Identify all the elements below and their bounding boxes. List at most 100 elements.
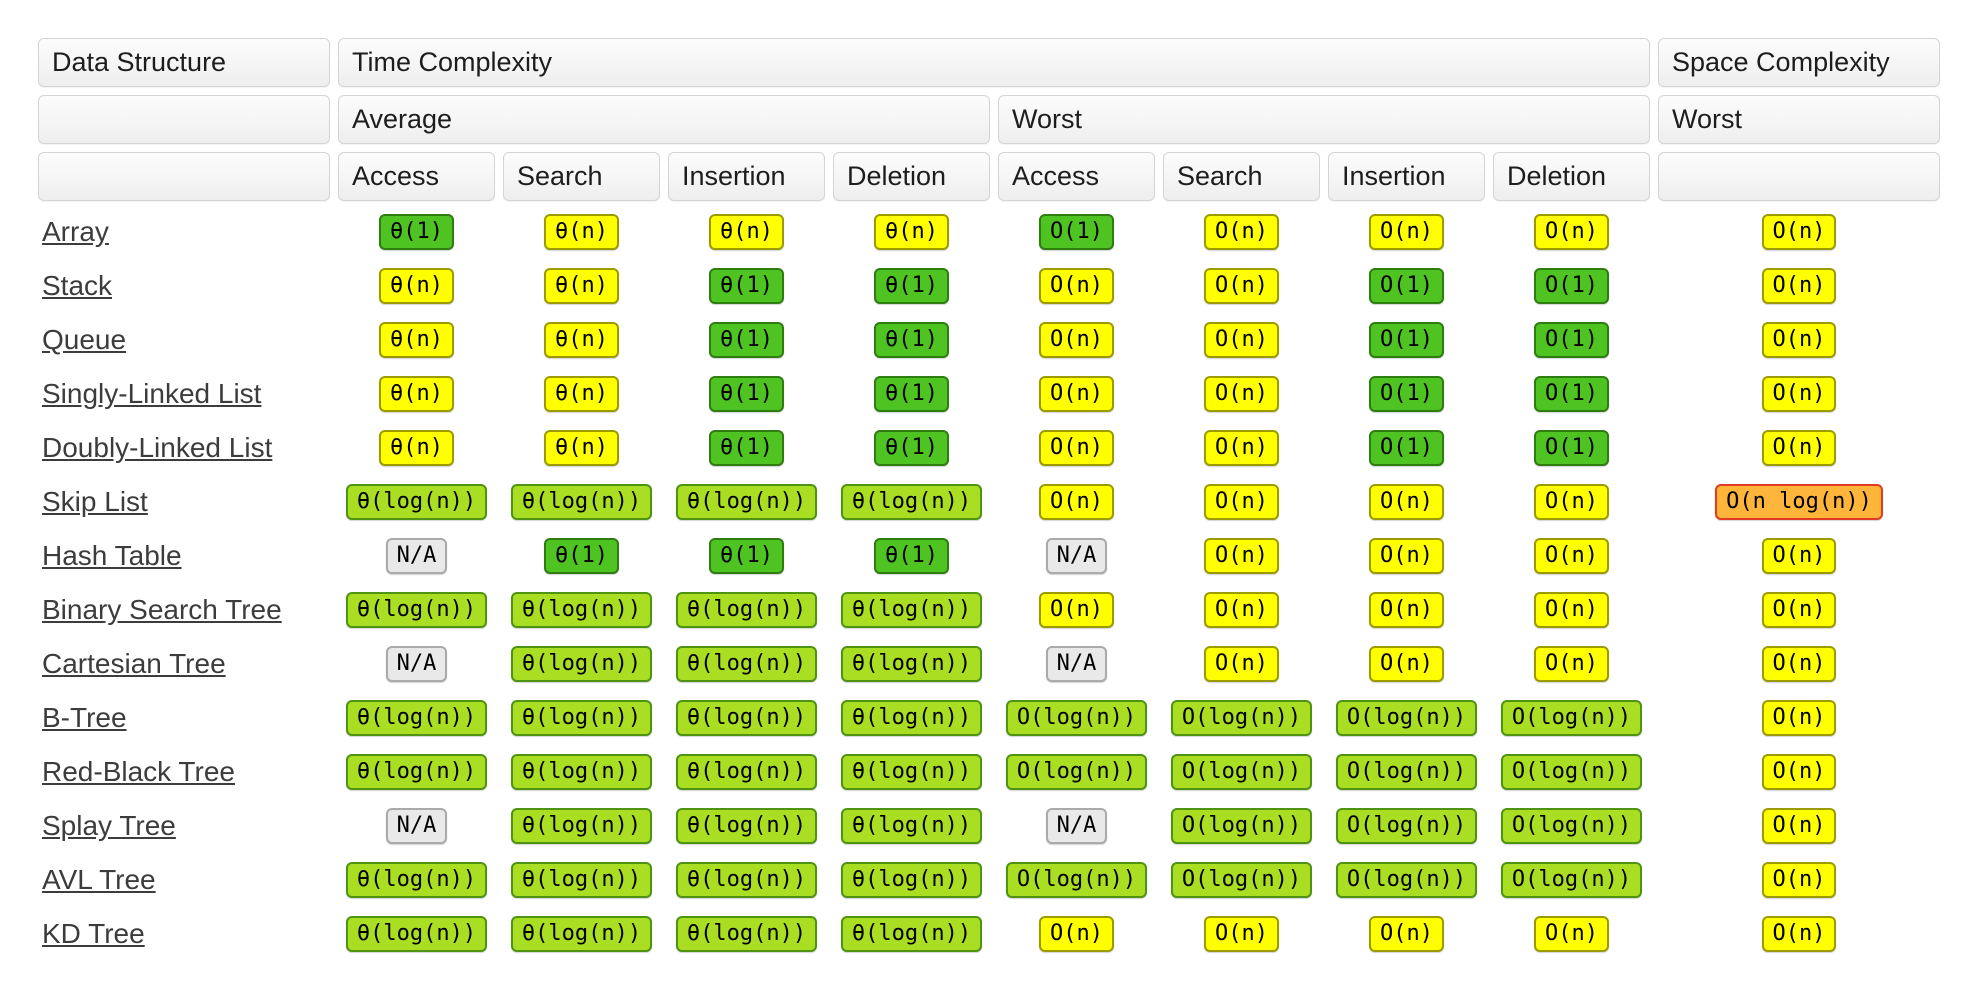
- complexity-cell: O(log(n)): [1493, 749, 1650, 795]
- complexity-cell: θ(log(n)): [503, 803, 660, 849]
- complexity-cell: O(log(n)): [1328, 857, 1485, 903]
- complexity-cell: O(n): [1658, 911, 1940, 957]
- complexity-badge-lightgreen: O(log(n)): [1335, 861, 1478, 899]
- data-structure-link[interactable]: Binary Search Tree: [42, 594, 282, 625]
- complexity-cell: θ(1): [833, 263, 990, 309]
- complexity-cell: O(log(n)): [1163, 749, 1320, 795]
- complexity-badge-yellow: O(n): [1204, 483, 1279, 521]
- complexity-cell: O(n): [1658, 587, 1940, 633]
- complexity-cell: O(n): [1163, 641, 1320, 687]
- data-structure-link[interactable]: Stack: [42, 270, 113, 301]
- complexity-badge-yellow: O(n): [1761, 807, 1837, 845]
- complexity-badge-lightgreen: θ(log(n)): [345, 591, 488, 629]
- complexity-badge-yellow: O(n): [1204, 321, 1279, 359]
- data-structure-link[interactable]: KD Tree: [42, 918, 145, 949]
- header-space-complexity: Space Complexity: [1658, 38, 1940, 87]
- complexity-badge-yellow: O(n): [1761, 699, 1837, 737]
- complexity-badge-green: θ(1): [709, 537, 784, 575]
- complexity-cell: θ(log(n)): [338, 587, 495, 633]
- complexity-badge-lightgreen: θ(log(n)): [510, 915, 653, 953]
- data-structure-cell: Cartesian Tree: [38, 641, 330, 687]
- data-structure-link[interactable]: Array: [42, 216, 109, 247]
- complexity-cell: O(n): [1328, 587, 1485, 633]
- complexity-badge-yellow: O(n): [1039, 321, 1114, 359]
- table-row: B-Tree θ(log(n)) θ(log(n)) θ(log(n)) θ(log(n…: [38, 695, 1940, 741]
- complexity-cell: θ(log(n)): [668, 695, 825, 741]
- data-structure-link[interactable]: Splay Tree: [42, 810, 176, 841]
- data-structure-cell: Red-Black Tree: [38, 749, 330, 795]
- complexity-badge-yellow: θ(n): [874, 213, 949, 251]
- data-structure-cell: Skip List: [38, 479, 330, 525]
- table-row: Doubly-Linked List θ(n) θ(n) θ(1) θ(1) O(n) O(…: [38, 425, 1940, 471]
- data-structure-link[interactable]: Skip List: [42, 486, 148, 517]
- complexity-badge-lightgreen: θ(log(n)): [840, 915, 983, 953]
- complexity-cell: O(n): [998, 317, 1155, 363]
- complexity-badge-lightgreen: θ(log(n)): [675, 591, 818, 629]
- complexity-badge-yellow: O(n): [1534, 213, 1609, 251]
- complexity-badge-lightgreen: θ(log(n)): [675, 645, 818, 683]
- data-structure-link[interactable]: Doubly-Linked List: [42, 432, 273, 463]
- complexity-cell: O(n): [1658, 371, 1940, 417]
- data-structure-link[interactable]: B-Tree: [42, 702, 127, 733]
- complexity-badge-yellow: O(n): [1039, 915, 1114, 953]
- complexity-badge-green: O(1): [1534, 429, 1609, 467]
- complexity-cell: θ(log(n)): [338, 911, 495, 957]
- complexity-cell: O(n): [1658, 533, 1940, 579]
- complexity-cell: θ(1): [668, 371, 825, 417]
- header-op-worst-deletion: Deletion: [1493, 152, 1650, 201]
- complexity-cell: θ(log(n)): [668, 587, 825, 633]
- complexity-badge-yellow: O(n): [1369, 591, 1444, 629]
- data-structure-link[interactable]: Hash Table: [42, 540, 182, 571]
- header-op-avg-access: Access: [338, 152, 495, 201]
- data-structure-cell: Hash Table: [38, 533, 330, 579]
- data-structure-cell: KD Tree: [38, 911, 330, 957]
- complexity-badge-green: O(1): [1369, 375, 1444, 413]
- data-structure-link[interactable]: Cartesian Tree: [42, 648, 226, 679]
- complexity-cell: θ(n): [503, 209, 660, 255]
- complexity-cell: θ(log(n)): [503, 695, 660, 741]
- header-op-avg-search: Search: [503, 152, 660, 201]
- complexity-badge-green: O(1): [1369, 267, 1444, 305]
- complexity-badge-yellow: O(n): [1761, 753, 1837, 791]
- complexity-badge-yellow: O(n): [1369, 915, 1444, 953]
- complexity-badge-lightgreen: θ(log(n)): [510, 591, 653, 629]
- complexity-cell: O(n): [998, 425, 1155, 471]
- complexity-badge-lightgreen: θ(log(n)): [510, 699, 653, 737]
- complexity-badge-yellow: O(n): [1761, 213, 1837, 251]
- complexity-cell: θ(1): [338, 209, 495, 255]
- table-row: Cartesian Tree N/A θ(log(n)) θ(log(n)) θ(log…: [38, 641, 1940, 687]
- complexity-cell: O(1): [1328, 317, 1485, 363]
- complexity-cell: θ(1): [833, 425, 990, 471]
- complexity-cell: θ(log(n)): [668, 857, 825, 903]
- data-structure-link[interactable]: Red-Black Tree: [42, 756, 235, 787]
- complexity-badge-lightgreen: θ(log(n)): [510, 861, 653, 899]
- complexity-cell: O(1): [1328, 263, 1485, 309]
- complexity-badge-green: O(1): [1534, 321, 1609, 359]
- complexity-badge-yellow: θ(n): [379, 321, 454, 359]
- complexity-cell: O(log(n)): [1163, 695, 1320, 741]
- complexity-badge-lightgreen: θ(log(n)): [345, 483, 488, 521]
- complexity-cell: N/A: [338, 533, 495, 579]
- table-row: Array θ(1) θ(n) θ(n) θ(n) O(1) O(n) O(n) O(n) O(n…: [38, 209, 1940, 255]
- complexity-badge-yellow: O(n): [1534, 537, 1609, 575]
- complexity-cell: O(n): [1163, 371, 1320, 417]
- complexity-badge-yellow: O(n): [1204, 591, 1279, 629]
- complexity-badge-yellow: O(n): [1039, 429, 1114, 467]
- data-structure-link[interactable]: Queue: [42, 324, 127, 355]
- complexity-badge-yellow: O(n): [1761, 321, 1837, 359]
- complexity-cell: O(n): [1493, 533, 1650, 579]
- complexity-badge-yellow: O(n): [1039, 375, 1114, 413]
- data-structure-link[interactable]: AVL Tree: [42, 864, 156, 895]
- data-structure-link[interactable]: Singly-Linked List: [42, 378, 262, 409]
- complexity-cell: O(n): [998, 911, 1155, 957]
- complexity-cell: O(1): [1493, 263, 1650, 309]
- complexity-badge-yellow: O(n): [1204, 915, 1279, 953]
- complexity-badge-green: θ(1): [709, 429, 784, 467]
- complexity-cell: O(log(n)): [1328, 749, 1485, 795]
- complexity-badge-lightgreen: θ(log(n)): [675, 807, 818, 845]
- complexity-badge-lightgreen: O(log(n)): [1500, 753, 1643, 791]
- complexity-badge-lightgreen: O(log(n)): [1500, 807, 1643, 845]
- header-row-3: Access Search Insertion Deletion Access …: [38, 152, 1940, 201]
- complexity-cell: O(n): [1658, 209, 1940, 255]
